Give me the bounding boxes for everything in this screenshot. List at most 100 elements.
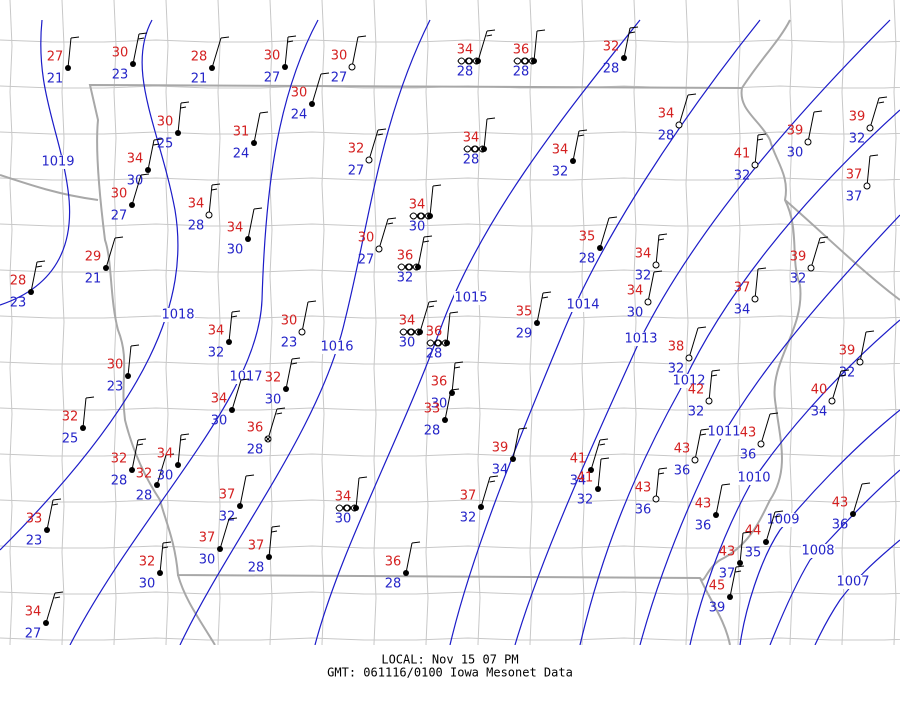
- wind-barb: [869, 154, 879, 157]
- wind-barb: [211, 183, 221, 186]
- wind-barb: [54, 591, 64, 594]
- wind-staff: [810, 237, 821, 269]
- temperature: 39: [787, 124, 804, 139]
- temperature: 45: [709, 579, 726, 594]
- wind-barb: [52, 498, 62, 501]
- isobar-label: 1015: [454, 291, 487, 306]
- dewpoint: 27: [25, 627, 42, 642]
- isobar-label: 1018: [161, 308, 194, 323]
- station-circle: [534, 320, 540, 326]
- wind-barb: [259, 111, 269, 114]
- dewpoint: 32: [839, 366, 856, 381]
- isobar-label: 1013: [624, 332, 657, 347]
- station-circle: [130, 61, 136, 67]
- station-circle-open: [365, 156, 373, 164]
- station-circle: [403, 570, 409, 576]
- fog-symbol: [426, 339, 450, 347]
- isobar-label: 1010: [737, 471, 770, 486]
- isobar: [814, 539, 900, 646]
- wind-staff: [156, 454, 167, 486]
- wind-barb: [211, 188, 218, 191]
- dewpoint: 27: [331, 71, 348, 86]
- fog-symbol: [335, 504, 359, 512]
- county-line: [0, 637, 900, 641]
- wind-barb: [658, 472, 665, 475]
- dewpoint: 25: [62, 432, 79, 447]
- station-circle-open: [866, 124, 874, 132]
- dewpoint: 24: [233, 147, 250, 162]
- dewpoint: 30: [139, 577, 156, 592]
- wind-staff: [831, 370, 842, 402]
- dewpoint: 23: [112, 68, 129, 83]
- station-circle-open: [757, 440, 765, 448]
- station-circle: [80, 425, 86, 431]
- wind-barb: [542, 296, 549, 299]
- station-circle: [157, 570, 163, 576]
- temperature: 34: [208, 324, 225, 339]
- wind-barb: [599, 443, 606, 446]
- station-circle: [283, 386, 289, 392]
- temperature: 32: [139, 555, 156, 570]
- county-line: [893, 0, 897, 691]
- wind-barb: [486, 117, 496, 120]
- isobar: [0, 19, 179, 551]
- temperature: 34: [25, 605, 42, 620]
- temperature: 34: [127, 152, 144, 167]
- isobar: [314, 19, 641, 646]
- wind-barb: [137, 443, 144, 446]
- isobar-label: 1019: [41, 155, 74, 170]
- isobar-label-bg: [707, 425, 741, 439]
- station-circle-open: [675, 121, 683, 129]
- county-line: [0, 453, 900, 457]
- state-border: [177, 574, 216, 646]
- temperature: 32: [62, 410, 79, 425]
- station-circle-open: [348, 63, 356, 71]
- station-circle: [510, 456, 516, 462]
- isobar: [69, 19, 319, 646]
- temperature: 34: [211, 392, 228, 407]
- dewpoint: 32: [460, 511, 477, 526]
- wind-barb: [697, 326, 707, 329]
- fog-symbol: [463, 145, 487, 153]
- footer-background: [0, 645, 900, 700]
- temperature: 35: [579, 230, 596, 245]
- wind-barb: [320, 72, 330, 75]
- wind-barb: [307, 300, 317, 303]
- wind-barb: [70, 36, 80, 39]
- isobar-label-bg: [737, 471, 771, 485]
- wind-staff: [219, 518, 230, 550]
- temperature: 36: [247, 421, 264, 436]
- state-border: [784, 199, 900, 301]
- station-circle: [266, 554, 272, 560]
- wind-barb: [36, 260, 46, 263]
- temperature: 39: [492, 441, 509, 456]
- isobar: [449, 19, 761, 646]
- wind-staff: [105, 237, 116, 269]
- wind-staff: [132, 33, 140, 65]
- dewpoint: 29: [516, 327, 533, 342]
- station-circle: [570, 158, 576, 164]
- station-circle-open: [205, 211, 213, 219]
- wind-barb: [486, 29, 496, 32]
- wind-barb: [700, 428, 710, 431]
- wind-barb: [357, 35, 367, 38]
- state-border: [741, 19, 791, 89]
- wind-staff: [477, 30, 488, 62]
- dewpoint: 30: [199, 553, 216, 568]
- wind-staff: [378, 218, 389, 250]
- dewpoint: 28: [658, 129, 675, 144]
- temperature: 37: [734, 281, 751, 296]
- wind-staff: [247, 208, 255, 240]
- wind-barb: [578, 129, 588, 132]
